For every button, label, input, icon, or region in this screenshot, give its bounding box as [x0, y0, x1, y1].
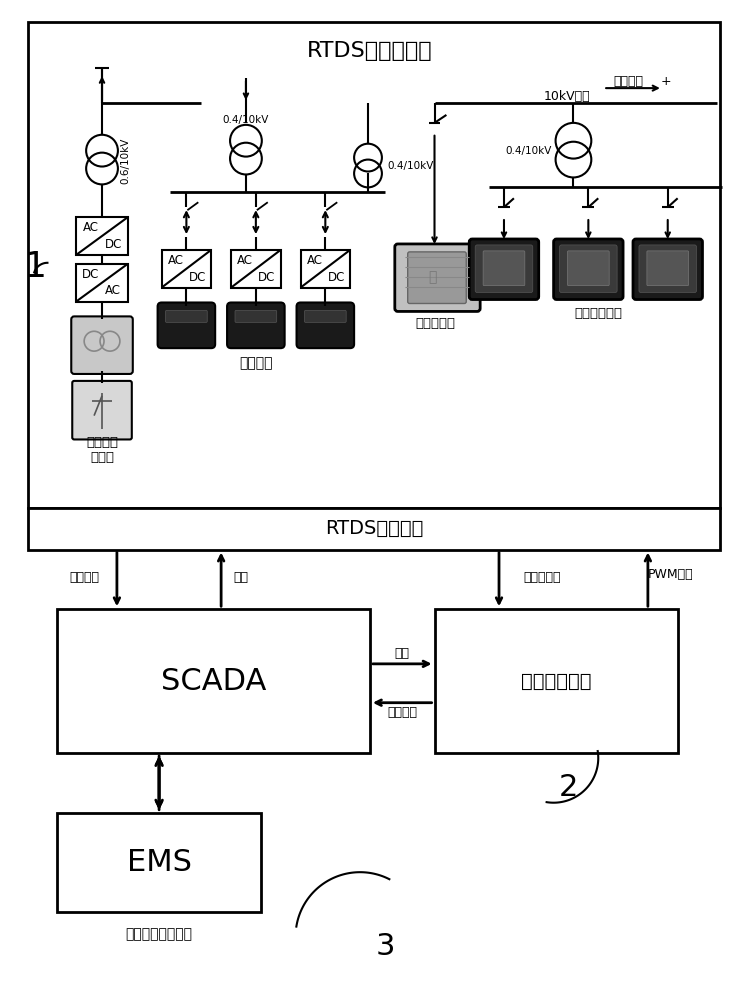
Text: DC: DC [328, 271, 345, 284]
Text: DC: DC [105, 238, 122, 251]
Text: 遥控: 遥控 [395, 647, 410, 660]
FancyBboxPatch shape [305, 310, 346, 322]
Text: 0.4/10kV: 0.4/10kV [506, 146, 551, 156]
Text: EMS: EMS [127, 848, 192, 877]
FancyBboxPatch shape [639, 245, 697, 293]
Text: 微网能量管理系统: 微网能量管理系统 [125, 927, 193, 941]
FancyBboxPatch shape [297, 302, 354, 348]
FancyBboxPatch shape [58, 609, 370, 753]
Text: 海水淡化系统: 海水淡化系统 [574, 307, 622, 320]
Text: RTDS板卡接口: RTDS板卡接口 [325, 519, 423, 538]
Text: AC: AC [83, 221, 99, 234]
Text: 0.6/10kV: 0.6/10kV [120, 137, 130, 184]
Text: RTDS数字仿真器: RTDS数字仿真器 [307, 41, 432, 61]
FancyBboxPatch shape [554, 239, 623, 300]
Text: 0.4/10kV: 0.4/10kV [223, 115, 269, 125]
FancyBboxPatch shape [29, 23, 720, 507]
Text: 模拟量信号: 模拟量信号 [523, 571, 560, 584]
Text: DC: DC [189, 271, 206, 284]
FancyBboxPatch shape [483, 251, 525, 286]
FancyBboxPatch shape [76, 217, 128, 255]
FancyBboxPatch shape [647, 251, 689, 286]
Text: 遥控: 遥控 [233, 571, 249, 584]
FancyBboxPatch shape [165, 310, 207, 322]
Text: DC: DC [82, 268, 100, 281]
FancyBboxPatch shape [72, 316, 133, 374]
FancyBboxPatch shape [407, 252, 466, 303]
Text: AC: AC [237, 254, 253, 267]
Text: AC: AC [106, 284, 121, 297]
Text: 永磁直驱
型风机: 永磁直驱 型风机 [86, 436, 118, 464]
Text: 10kV母线: 10kV母线 [543, 90, 590, 103]
Text: ⬛: ⬛ [428, 271, 437, 285]
FancyBboxPatch shape [235, 310, 277, 322]
FancyBboxPatch shape [162, 250, 211, 288]
Text: 1: 1 [24, 250, 47, 284]
FancyBboxPatch shape [435, 609, 677, 753]
Text: 0.4/10kV: 0.4/10kV [388, 161, 434, 171]
FancyBboxPatch shape [58, 813, 261, 912]
Text: 2: 2 [559, 773, 578, 802]
Text: AC: AC [168, 254, 184, 267]
Text: PWM信号: PWM信号 [648, 568, 694, 581]
FancyBboxPatch shape [469, 239, 539, 300]
Text: DC: DC [258, 271, 275, 284]
Text: 遥测遥信: 遥测遥信 [69, 571, 99, 584]
Text: 功率流向: 功率流向 [613, 75, 643, 88]
FancyBboxPatch shape [27, 508, 720, 550]
Text: +: + [661, 75, 671, 88]
FancyBboxPatch shape [633, 239, 703, 300]
FancyBboxPatch shape [227, 302, 285, 348]
Text: SCADA: SCADA [161, 667, 266, 696]
FancyBboxPatch shape [559, 245, 617, 293]
FancyBboxPatch shape [72, 381, 132, 439]
FancyBboxPatch shape [568, 251, 609, 286]
Text: 柴油发电机: 柴油发电机 [415, 317, 455, 330]
FancyBboxPatch shape [231, 250, 280, 288]
FancyBboxPatch shape [158, 302, 215, 348]
FancyBboxPatch shape [27, 22, 720, 508]
FancyBboxPatch shape [76, 264, 128, 302]
Text: 真实控制系统: 真实控制系统 [521, 672, 591, 691]
Text: AC: AC [306, 254, 323, 267]
Text: 遥测遥信: 遥测遥信 [387, 706, 417, 719]
FancyBboxPatch shape [300, 250, 350, 288]
Text: 3: 3 [375, 932, 395, 961]
FancyBboxPatch shape [475, 245, 533, 293]
FancyBboxPatch shape [395, 244, 480, 311]
Text: 储能系统: 储能系统 [239, 356, 272, 370]
